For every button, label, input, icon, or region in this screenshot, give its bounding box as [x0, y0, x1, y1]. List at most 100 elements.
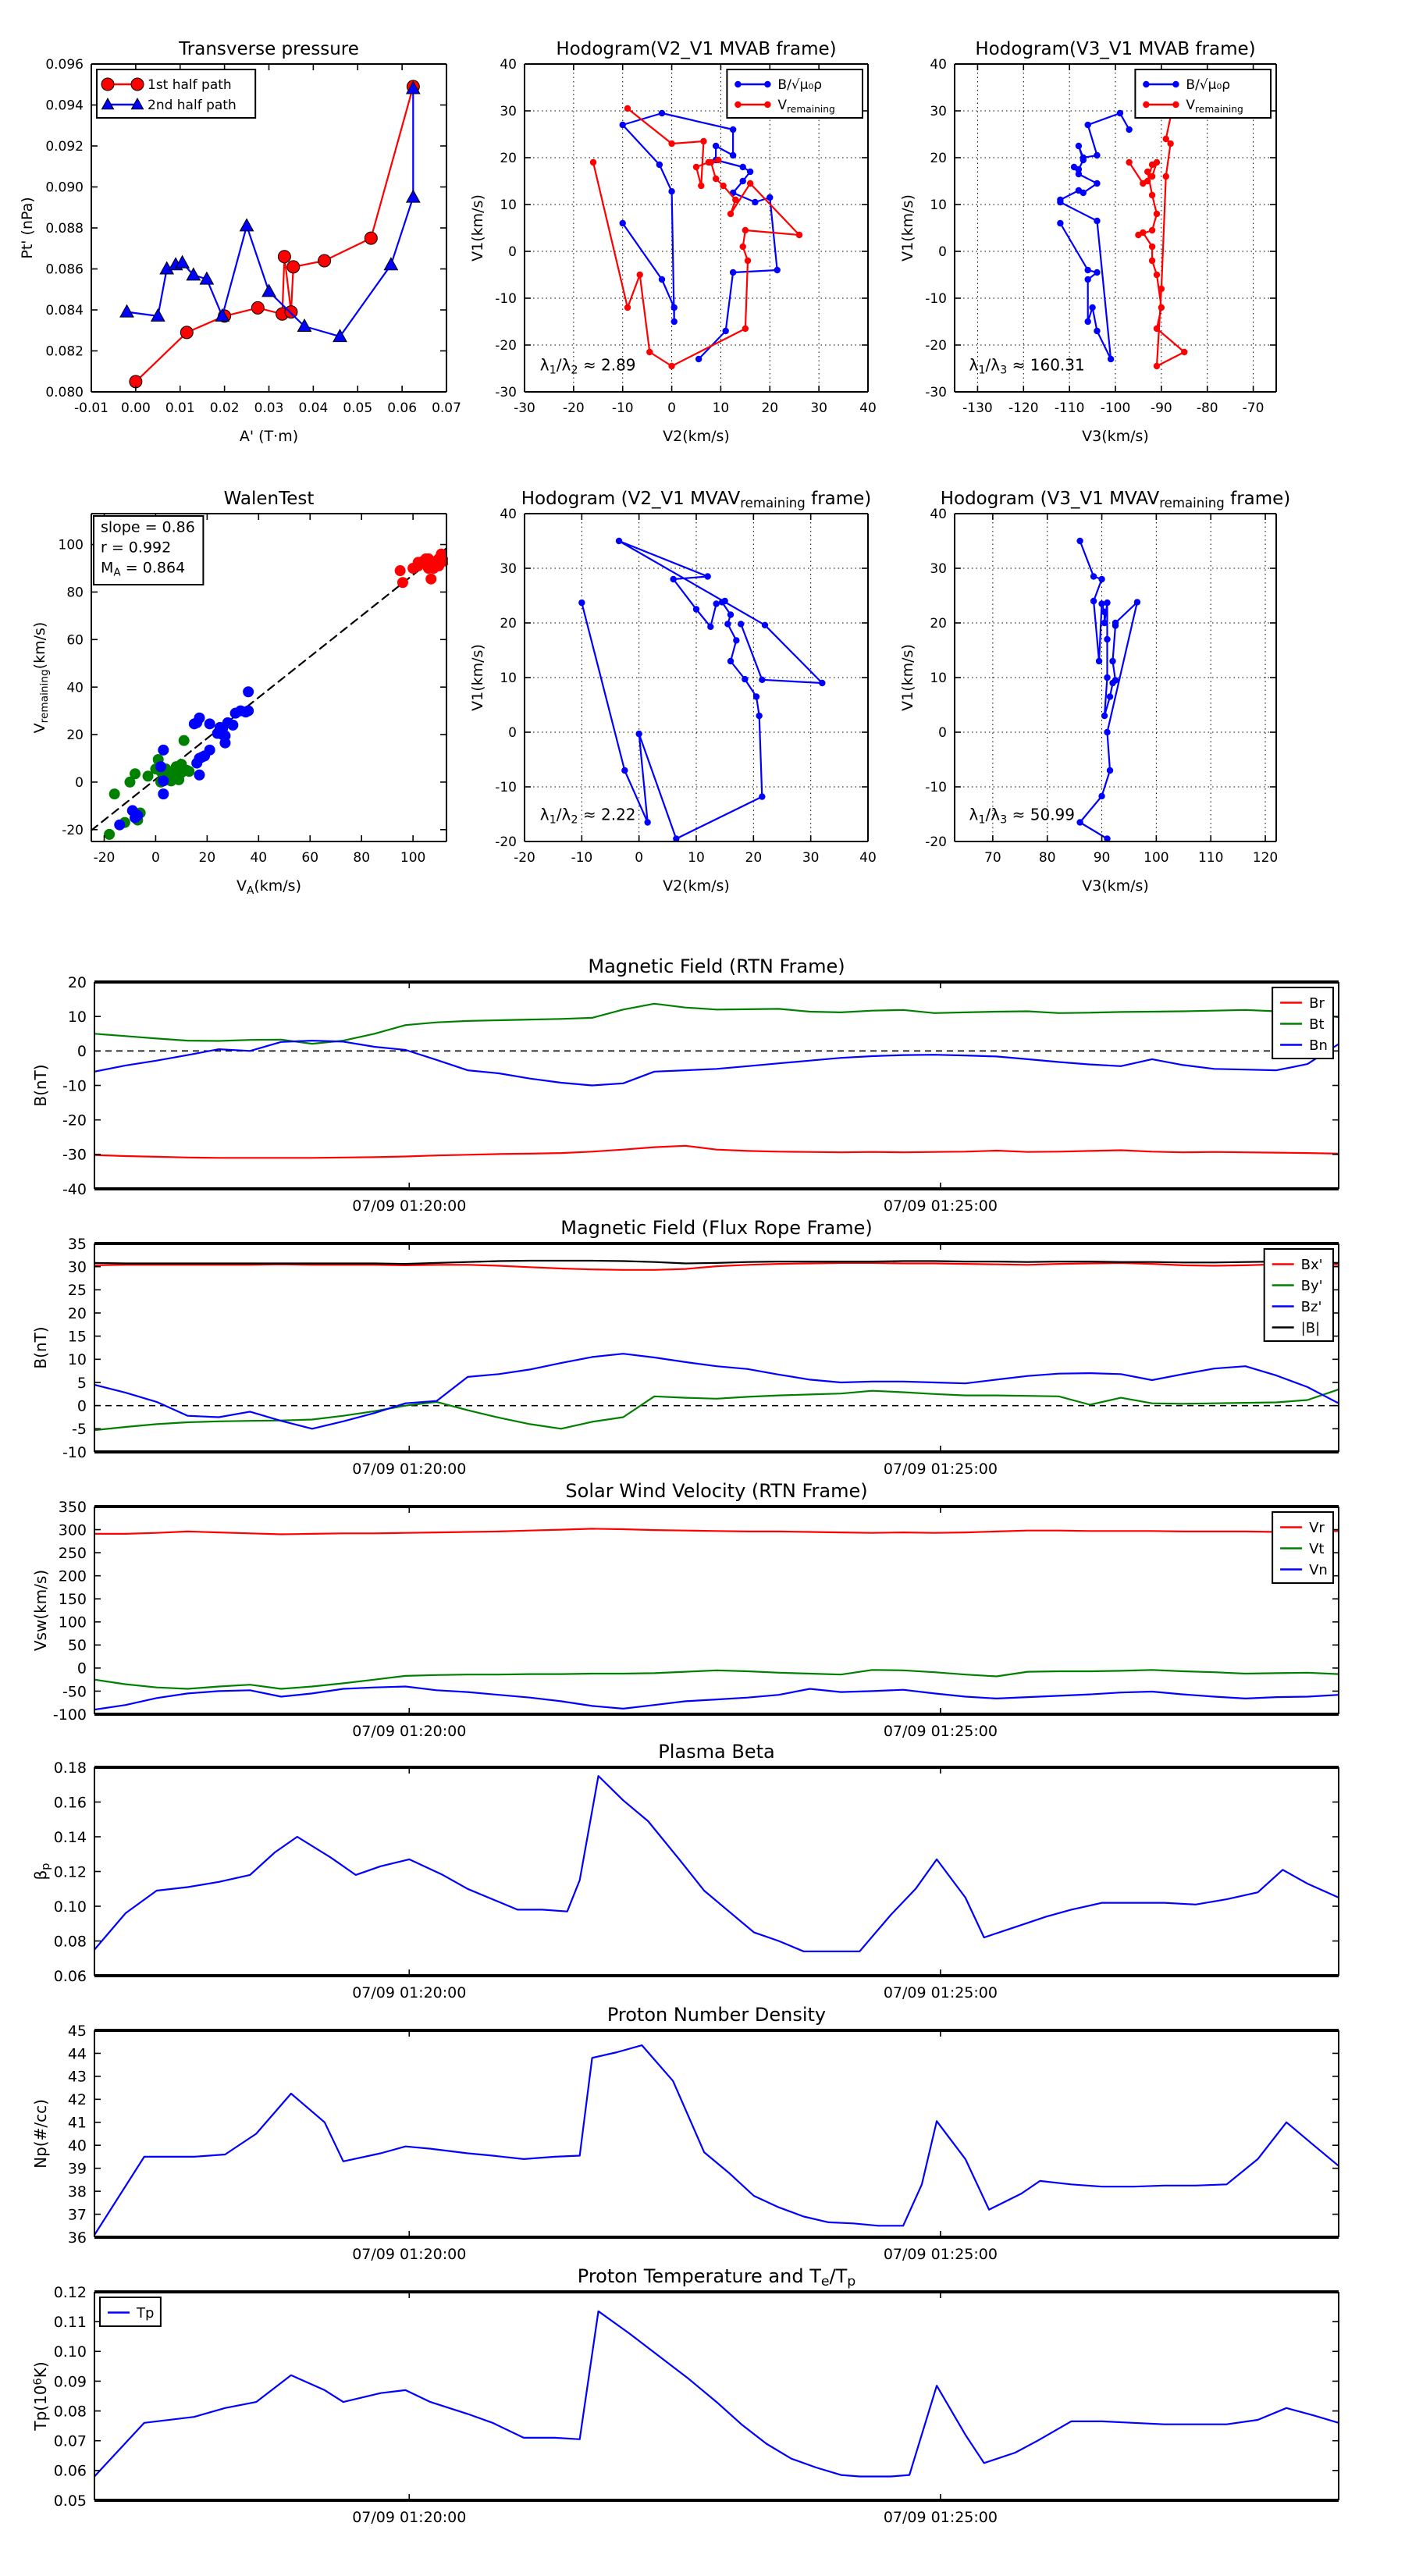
svg-text:110: 110 [1198, 850, 1223, 866]
svg-text:r = 0.992: r = 0.992 [101, 539, 171, 556]
svg-text:-10: -10 [62, 1077, 87, 1094]
svg-text:0.084: 0.084 [45, 303, 84, 318]
svg-text:38: 38 [68, 2183, 87, 2201]
svg-text:40: 40 [250, 850, 267, 866]
ts2-legend: Bx' By' Bz' |B| [1263, 1248, 1335, 1342]
svg-text:40: 40 [930, 57, 947, 73]
ts3-series [93, 1528, 1340, 1711]
svg-text:35: 35 [68, 1236, 87, 1253]
p1-series-0 [129, 80, 420, 389]
svg-text:07/09 01:25:00: 07/09 01:25:00 [884, 1723, 998, 1740]
svg-text:150: 150 [59, 1591, 87, 1608]
p1-title: Transverse pressure [178, 39, 359, 59]
ts2-series-2 [93, 1353, 1340, 1430]
p6-series-0 [1076, 537, 1141, 842]
svg-text:07/09 01:20:00: 07/09 01:20:00 [352, 1984, 466, 2001]
p4-xlabel: VA(km/s) [237, 877, 301, 897]
svg-text:0.092: 0.092 [45, 139, 84, 155]
ts3-legend: Vr Vt Vn [1272, 1511, 1334, 1584]
svg-text:Bn: Bn [1309, 1037, 1328, 1054]
ts3-series-2 [93, 1685, 1340, 1711]
svg-text:0.18: 0.18 [54, 1759, 87, 1777]
svg-text:0.00: 0.00 [121, 400, 151, 416]
svg-text:-30: -30 [925, 385, 947, 400]
svg-text:-40: -40 [62, 1181, 87, 1198]
svg-text:-20: -20 [514, 850, 535, 866]
panel-walen-test: -20 0 20 40 60 80 100 -20 0 20 40 60 80 100 WalenTest V… [31, 489, 448, 897]
svg-text:60: 60 [66, 632, 84, 648]
svg-text:250: 250 [59, 1545, 87, 1562]
svg-text:41: 41 [68, 2115, 87, 2132]
svg-text:0.14: 0.14 [54, 1829, 87, 1846]
p2-title: Hodogram(V2_V1 MVAB frame) [556, 39, 836, 59]
svg-text:20: 20 [761, 400, 778, 416]
ts6-title: Proton Temperature and Te/Tp [578, 2265, 855, 2290]
p3-title: Hodogram(V3_V1 MVAB frame) [975, 39, 1255, 59]
svg-text:Vremaining: Vremaining [1186, 98, 1243, 115]
svg-text:0.12: 0.12 [54, 1863, 87, 1880]
ts4-ticks: 07/09 01:20:00 07/09 01:25:00 0.06 0.08 0.10… [54, 1759, 1339, 2001]
svg-text:20: 20 [199, 850, 216, 866]
p4-ylabel: Vremaining(km/s) [31, 622, 51, 734]
svg-text:0.07: 0.07 [432, 400, 461, 416]
ts5-title: Proton Number Density [607, 2004, 826, 2026]
panel-hodogram-v2v1-mvab: -30 -20 -10 0 10 20 30 40 -30 -20 -10 0 10 20 30 40 Hodo… [469, 39, 877, 445]
p5-ylabel: V1(km/s) [469, 644, 486, 711]
svg-text:20: 20 [930, 151, 947, 166]
ts4-title: Plasma Beta [658, 1741, 774, 1763]
svg-text:300: 300 [59, 1521, 87, 1539]
svg-text:40: 40 [68, 2137, 87, 2154]
svg-text:07/09 01:25:00: 07/09 01:25:00 [884, 1461, 998, 1478]
ts4-ylabel: βp [31, 1863, 52, 1880]
svg-text:-80: -80 [1197, 400, 1218, 416]
p2-series-0 [619, 109, 781, 363]
svg-text:30: 30 [68, 1259, 87, 1276]
p3-legend: B/√μ₀ρ Vremaining [1134, 69, 1272, 119]
svg-text:-130: -130 [962, 400, 993, 416]
svg-text:0: 0 [667, 400, 676, 416]
ts3-title: Solar Wind Velocity (RTN Frame) [565, 1480, 867, 1502]
p2-grid [524, 63, 869, 393]
ts3-series-1 [93, 1669, 1340, 1690]
svg-text:07/09 01:20:00: 07/09 01:20:00 [352, 2246, 466, 2263]
hodogram-v3v1-mvab-plot: -130 -120 -110 -100 -90 -80 -70-30-20-10010203… [899, 39, 1277, 445]
ts1-series [93, 1002, 1340, 1159]
ts4-series [93, 1775, 1340, 1952]
svg-text:-30: -30 [62, 1147, 87, 1164]
svg-text:10: 10 [500, 671, 517, 686]
svg-text:0.10: 0.10 [54, 1898, 87, 1916]
ts6-legend: Tp [99, 2297, 162, 2327]
svg-text:07/09 01:20:00: 07/09 01:20:00 [352, 2509, 466, 2526]
ts2-title: Magnetic Field (Flux Rope Frame) [560, 1217, 872, 1239]
svg-text:B/√μ₀ρ: B/√μ₀ρ [1186, 77, 1230, 93]
p5-ticks: -20 -10 0 10 20 30 40 -20 -10 0 10 20 30 40 [495, 507, 877, 866]
ts1-series-1 [93, 1002, 1340, 1045]
svg-text:30: 30 [810, 400, 827, 416]
svg-text:Bx': Bx' [1301, 1257, 1323, 1273]
svg-text:20: 20 [500, 151, 517, 166]
svg-text:-10: -10 [495, 780, 517, 795]
svg-text:0.01: 0.01 [165, 400, 195, 416]
p6-annotation-0: λ1/λ3 ≈ 50.99 [969, 806, 1075, 827]
panel-magnetic-field-rtn: 07/09 01:20:00 07/09 01:25:00 -40 -30 -20 -10… [31, 955, 1340, 1215]
p2-ticks: -30 -20 -10 0 10 20 30 40 -30 -20 -10 0 10 20 30 40 [495, 57, 877, 416]
svg-text:-30: -30 [514, 400, 535, 416]
svg-text:-100: -100 [53, 1706, 87, 1724]
svg-text:-110: -110 [1055, 400, 1085, 416]
svg-text:0: 0 [508, 725, 517, 741]
svg-text:20: 20 [66, 728, 84, 743]
svg-text:60: 60 [301, 850, 318, 866]
walen-test-plot: -20 0 20 40 60 80 100 -20 0 20 40 60 80 100 WalenTest V… [31, 489, 448, 897]
svg-text:20: 20 [500, 616, 517, 632]
p6-title: Hodogram (V3_V1 MVAVremaining frame) [941, 489, 1291, 511]
svg-text:25: 25 [68, 1282, 87, 1299]
magnetic-field-rtn-plot: 07/09 01:20:00 07/09 01:25:00 -40 -30 -20 -10… [31, 955, 1340, 1215]
svg-text:-10: -10 [571, 850, 592, 866]
p5-xlabel: V2(km/s) [663, 877, 730, 895]
ts1-ticks: 07/09 01:20:00 07/09 01:25:00 -40 -30 -20 -10… [62, 974, 1339, 1215]
p1-series [119, 80, 421, 389]
svg-text:10: 10 [500, 197, 517, 213]
svg-text:0.082: 0.082 [45, 344, 84, 360]
svg-text:40: 40 [66, 680, 84, 696]
svg-text:-70: -70 [1243, 400, 1264, 416]
